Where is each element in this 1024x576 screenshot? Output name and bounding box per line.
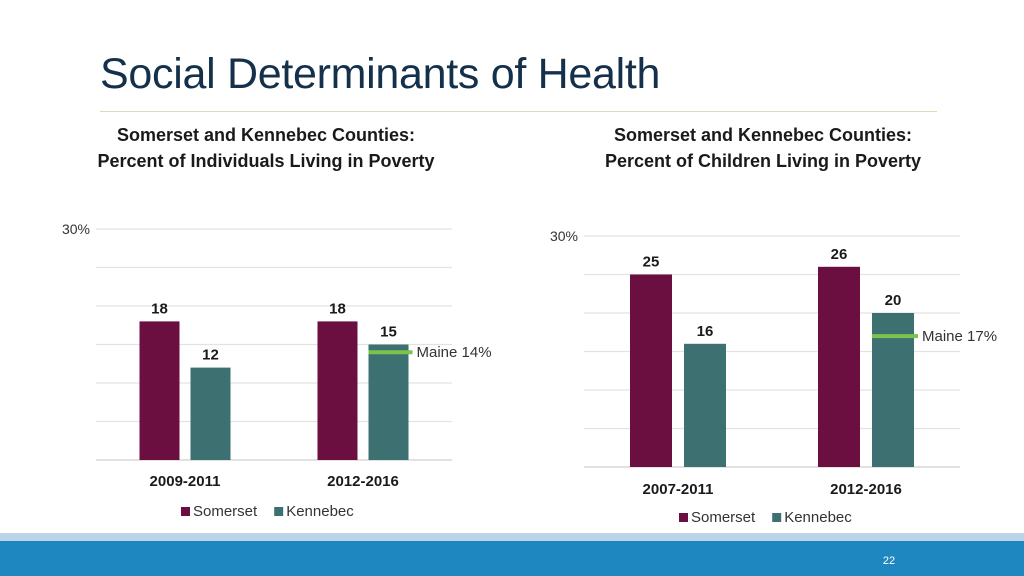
data-label: 15 <box>380 324 397 341</box>
footer-accent-band <box>0 533 1024 541</box>
chart-title-line: Percent of Individuals Living in Poverty <box>97 151 435 171</box>
chart-title-individuals: Somerset and Kennebec Counties: Percent … <box>46 122 486 174</box>
legend-label: Kennebec <box>286 503 354 520</box>
title-divider <box>100 111 937 112</box>
legend-swatch <box>679 513 688 522</box>
category-label: 2009-2011 <box>150 473 221 490</box>
legend-label: Somerset <box>691 509 756 526</box>
legend-swatch <box>181 507 190 516</box>
category-label: 2007-2011 <box>643 481 714 498</box>
legend-label: Somerset <box>193 503 258 520</box>
data-label: 20 <box>885 292 902 309</box>
data-label: 18 <box>329 300 346 317</box>
bar-somerset <box>630 274 672 467</box>
footer-bar <box>0 541 1024 576</box>
y-tick-label: 30% <box>550 228 578 244</box>
data-label: 25 <box>643 254 660 271</box>
data-label: 16 <box>697 323 714 340</box>
data-label: 12 <box>202 347 219 364</box>
category-label: 2012-2016 <box>830 481 902 498</box>
page-number: 22 <box>882 555 896 567</box>
maine-reference-label: Maine 14% <box>417 344 492 361</box>
legend-swatch <box>274 507 284 516</box>
slide-title: Social Determinants of Health <box>100 50 661 98</box>
bar-kennebec <box>368 344 409 460</box>
legend-label: Kennebec <box>784 509 852 526</box>
chart-title-line: Somerset and Kennebec Counties: <box>613 125 913 145</box>
bar-kennebec <box>872 313 914 467</box>
data-label: 18 <box>151 300 168 317</box>
category-label: 2012-2016 <box>327 473 399 490</box>
bar-somerset <box>317 321 358 460</box>
bar-kennebec <box>190 367 231 460</box>
bar-somerset <box>818 266 860 467</box>
maine-reference-label: Maine 17% <box>922 328 997 345</box>
chart-title-line: Somerset and Kennebec Counties: <box>116 125 416 145</box>
bar-kennebec <box>684 343 726 467</box>
chart-title-line: Percent of Children Living in Poverty <box>604 151 922 171</box>
chart-title-children: Somerset and Kennebec Counties: Percent … <box>543 122 983 174</box>
y-tick-label: 30% <box>62 221 90 237</box>
bar-somerset <box>139 321 180 460</box>
data-label: 26 <box>831 246 848 263</box>
legend-swatch <box>772 513 782 522</box>
